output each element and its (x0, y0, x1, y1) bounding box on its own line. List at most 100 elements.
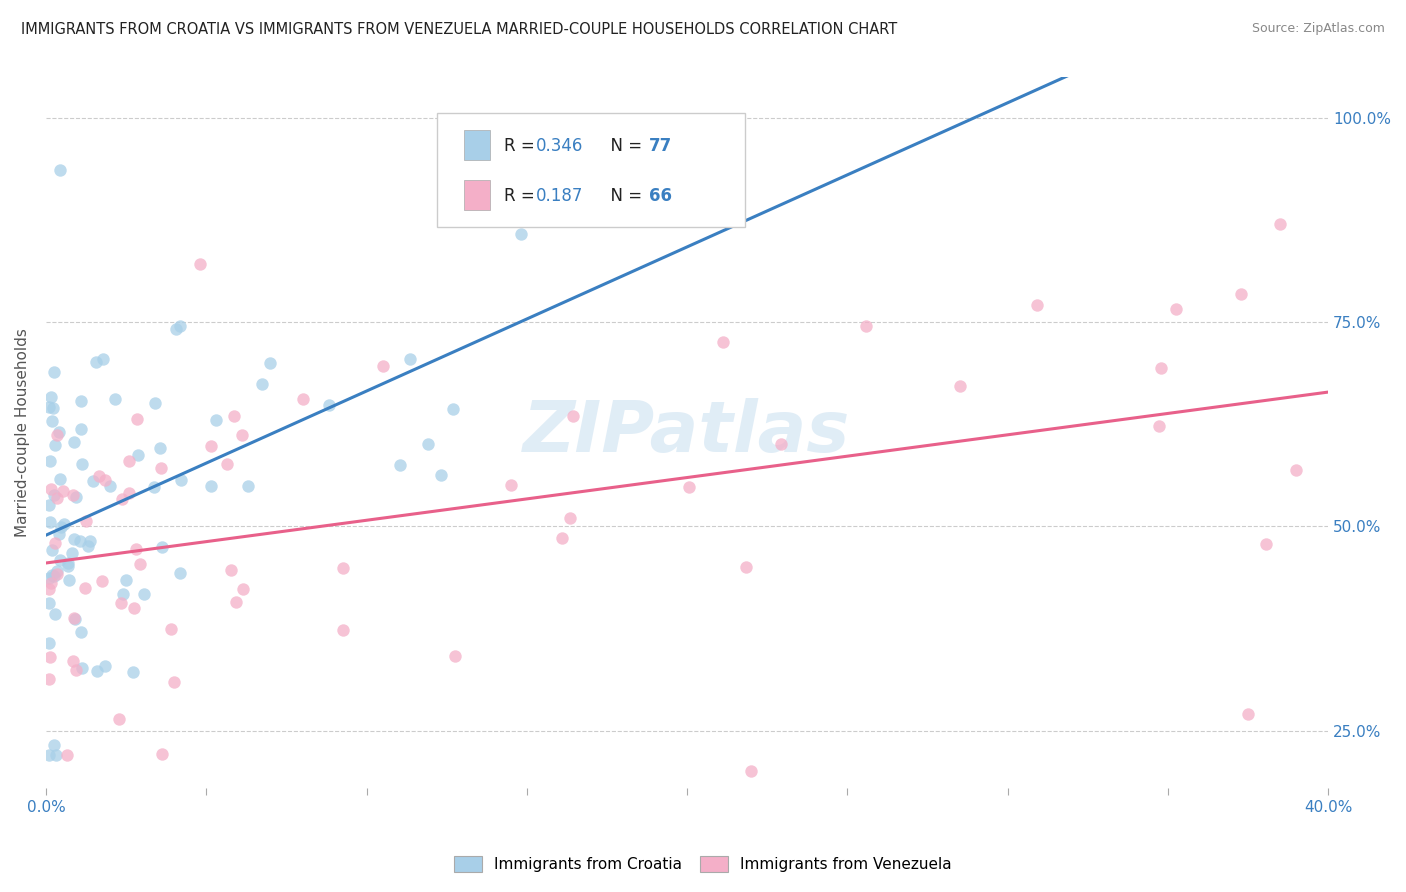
Point (225, 595, 247, 609)
Point (44, 438, 66, 452)
Point (55, 748, 77, 763)
Text: N =: N = (600, 187, 647, 205)
Point (94, 473, 117, 487)
Point (38, 672, 60, 686)
Point (82, 474, 104, 488)
Point (711, 334, 734, 349)
Text: R =: R = (503, 187, 540, 205)
Point (418, 437, 440, 451)
Point (1147, 418, 1170, 433)
Point (118, 485, 141, 500)
Point (143, 395, 166, 409)
Point (49, 553, 72, 567)
Point (86, 664, 108, 678)
Point (142, 479, 165, 493)
Point (127, 448, 149, 462)
Point (1026, 297, 1049, 311)
Point (373, 359, 395, 373)
Text: N =: N = (600, 137, 647, 155)
Point (165, 322, 187, 336)
Point (38, 515, 60, 529)
Point (318, 398, 340, 412)
Point (70, 422, 93, 436)
Point (52, 516, 75, 531)
Point (104, 392, 127, 407)
Point (39, 390, 62, 404)
Point (42, 738, 65, 752)
Point (46, 428, 69, 442)
Point (45, 748, 67, 763)
Point (44, 569, 66, 583)
Point (62, 435, 84, 450)
Point (1284, 463, 1306, 477)
Point (125, 411, 148, 425)
Point (115, 573, 138, 587)
Point (204, 413, 226, 427)
Point (1230, 287, 1253, 301)
Point (501, 478, 523, 492)
Point (332, 623, 354, 637)
Point (855, 318, 877, 333)
Point (1268, 218, 1291, 232)
Point (49, 519, 72, 533)
Point (562, 409, 585, 424)
Point (38, 498, 60, 512)
Point (63, 611, 86, 625)
Point (49, 162, 72, 177)
Point (430, 467, 453, 482)
Point (38, 582, 60, 596)
Point (200, 439, 222, 453)
Point (70, 624, 93, 639)
Point (550, 531, 572, 545)
Point (65, 663, 87, 677)
Point (98, 479, 121, 493)
Text: ZIPatlas: ZIPatlas (523, 398, 851, 467)
Point (252, 377, 274, 392)
Point (91, 574, 114, 588)
Point (70, 458, 93, 472)
Point (949, 379, 972, 393)
Point (1254, 537, 1277, 551)
FancyBboxPatch shape (464, 130, 489, 160)
Point (118, 454, 141, 468)
Point (72, 661, 94, 675)
Point (38, 649, 60, 664)
Point (42, 401, 65, 415)
Point (38, 401, 60, 415)
Point (558, 511, 581, 525)
Text: Source: ZipAtlas.com: Source: ZipAtlas.com (1251, 22, 1385, 36)
FancyBboxPatch shape (464, 179, 489, 210)
Point (56, 559, 79, 574)
Point (79, 533, 101, 548)
Point (42, 487, 65, 501)
Point (107, 712, 129, 726)
Point (231, 428, 253, 442)
Point (735, 560, 758, 574)
Point (63, 612, 86, 626)
Point (111, 491, 134, 506)
Point (41, 483, 63, 497)
Text: IMMIGRANTS FROM CROATIA VS IMMIGRANTS FROM VENEZUELA MARRIED-COUPLE HOUSEHOLDS C: IMMIGRANTS FROM CROATIA VS IMMIGRANTS FR… (21, 22, 897, 37)
Point (46, 491, 69, 505)
Point (89, 468, 111, 483)
Point (70, 394, 93, 409)
Point (76, 539, 98, 553)
Point (149, 441, 172, 455)
Point (48, 527, 70, 541)
Point (52, 483, 75, 498)
Point (291, 392, 314, 406)
Point (62, 653, 84, 667)
Y-axis label: Married-couple Households: Married-couple Households (15, 328, 30, 537)
Point (86, 355, 108, 369)
Point (94, 658, 117, 673)
Point (73, 581, 96, 595)
Point (63, 532, 86, 546)
Point (224, 409, 246, 424)
Point (163, 674, 186, 689)
Point (215, 457, 238, 471)
Point (169, 566, 191, 580)
Point (444, 649, 467, 664)
Point (46, 566, 69, 581)
Point (69, 533, 91, 548)
Point (49, 472, 72, 486)
